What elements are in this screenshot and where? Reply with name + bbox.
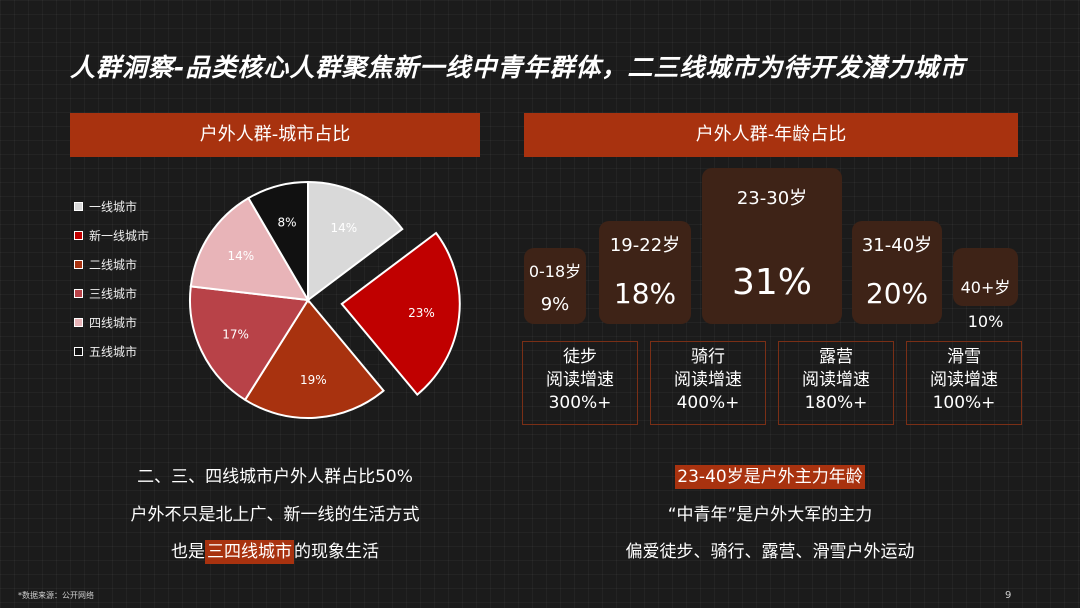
age-share-header: 户外人群-年龄占比 bbox=[524, 113, 1018, 157]
legend-item: 五线城市 bbox=[74, 337, 149, 366]
activity-box-camping: 露营 阅读增速 180%+ bbox=[778, 341, 894, 425]
page-number: 9 bbox=[1005, 590, 1012, 601]
city-statement-line2: 户外不只是北上广、新一线的生活方式 bbox=[130, 505, 420, 525]
age-box: 0-18岁 9% bbox=[524, 248, 586, 324]
legend-swatch bbox=[74, 289, 83, 298]
age-box: 19-22岁 18% bbox=[599, 221, 691, 324]
age-box: 40+岁 10% bbox=[953, 248, 1018, 331]
activity-name: 露营 bbox=[819, 347, 853, 367]
pie-slice-label: 23% bbox=[408, 306, 435, 320]
activity-box-cycling: 骑行 阅读增速 400%+ bbox=[650, 341, 766, 425]
age-statement-line1: 23-40岁是户外主力年龄 bbox=[520, 462, 1020, 489]
data-source-footnote: *数据来源：公开网络 bbox=[18, 591, 94, 600]
pie-slice bbox=[340, 231, 461, 397]
age-value: 31% bbox=[731, 262, 812, 303]
activity-growth: 400%+ bbox=[676, 393, 740, 413]
city-share-pie-chart: 14% 23% 19% 17% 14% 8% bbox=[189, 180, 461, 419]
statement-highlight: 三四线城市 bbox=[205, 540, 294, 564]
page-title: 人群洞察-品类核心人群聚焦新一线中青年群体，二三线城市为待开发潜力城市 bbox=[70, 53, 966, 82]
pie-slice bbox=[189, 285, 310, 402]
statement-text: 的现象生活 bbox=[294, 542, 379, 562]
age-value: 10% bbox=[967, 312, 1004, 331]
legend-label: 三线城市 bbox=[89, 287, 138, 301]
activity-desc: 阅读增速 bbox=[802, 370, 870, 390]
pie-slice-label: 17% bbox=[222, 328, 249, 342]
activity-desc: 阅读增速 bbox=[546, 370, 614, 390]
age-box-bg bbox=[953, 248, 1018, 306]
legend-item: 新一线城市 bbox=[74, 221, 149, 250]
pie-slice-label: 19% bbox=[300, 373, 327, 387]
legend-label: 一线城市 bbox=[89, 200, 138, 214]
age-value: 20% bbox=[865, 277, 929, 310]
statement-highlight: 23-40岁是户外主力年龄 bbox=[675, 465, 865, 489]
statement-text: 也是 bbox=[171, 542, 205, 562]
legend-swatch bbox=[74, 347, 83, 356]
legend-label: 四线城市 bbox=[89, 316, 138, 330]
age-label: 0-18岁 bbox=[528, 262, 582, 281]
age-box: 31-40岁 20% bbox=[852, 221, 942, 324]
legend-item: 二线城市 bbox=[74, 250, 149, 279]
activity-desc: 阅读增速 bbox=[674, 370, 742, 390]
age-label: 31-40岁 bbox=[861, 235, 933, 256]
age-value: 18% bbox=[613, 277, 677, 310]
legend-swatch bbox=[74, 202, 83, 211]
activity-name: 骑行 bbox=[691, 347, 725, 367]
age-label: 19-22岁 bbox=[609, 235, 681, 256]
legend-swatch bbox=[74, 231, 83, 240]
activity-growth: 100%+ bbox=[932, 393, 996, 413]
age-label: 40+岁 bbox=[960, 278, 1011, 297]
legend-label: 五线城市 bbox=[89, 345, 138, 359]
legend-label: 新一线城市 bbox=[89, 229, 150, 243]
activity-name: 滑雪 bbox=[947, 347, 981, 367]
activity-name: 徒步 bbox=[563, 347, 597, 367]
activity-desc: 阅读增速 bbox=[930, 370, 998, 390]
pie-slice bbox=[243, 298, 385, 419]
city-share-header: 户外人群-城市占比 bbox=[70, 113, 480, 157]
age-value: 9% bbox=[540, 294, 570, 315]
activity-box-hiking: 徒步 阅读增速 300%+ bbox=[522, 341, 638, 425]
city-statement-line3: 也是 三四线城市 的现象生活 bbox=[70, 537, 480, 564]
pie-slice-label: 14% bbox=[227, 249, 254, 263]
pie-slice bbox=[189, 196, 310, 302]
legend-item: 一线城市 bbox=[74, 192, 149, 221]
legend-item: 四线城市 bbox=[74, 308, 149, 337]
activity-growth: 300%+ bbox=[548, 393, 612, 413]
age-statement-line3: 偏爱徒步、骑行、露营、滑雪户外运动 bbox=[625, 542, 915, 562]
legend-item: 三线城市 bbox=[74, 279, 149, 308]
legend-swatch bbox=[74, 318, 83, 327]
activity-box-skiing: 滑雪 阅读增速 100%+ bbox=[906, 341, 1022, 425]
legend-label: 二线城市 bbox=[89, 258, 138, 272]
pie-slice bbox=[307, 180, 404, 303]
age-label: 23-30岁 bbox=[736, 188, 808, 209]
age-box: 23-30岁 31% bbox=[702, 168, 842, 324]
pie-slice bbox=[247, 180, 309, 304]
activity-growth: 180%+ bbox=[804, 393, 868, 413]
pie-legend: 一线城市 新一线城市 二线城市 三线城市 四线城市 五线城市 bbox=[74, 192, 149, 366]
legend-swatch bbox=[74, 260, 83, 269]
age-statement-line2: “中青年”是户外大军的主力 bbox=[667, 505, 873, 525]
pie-slice-label: 8% bbox=[277, 216, 296, 230]
pie-slice-label: 14% bbox=[330, 221, 357, 235]
city-statement-line1: 二、三、四线城市户外人群占比50% bbox=[137, 467, 413, 487]
